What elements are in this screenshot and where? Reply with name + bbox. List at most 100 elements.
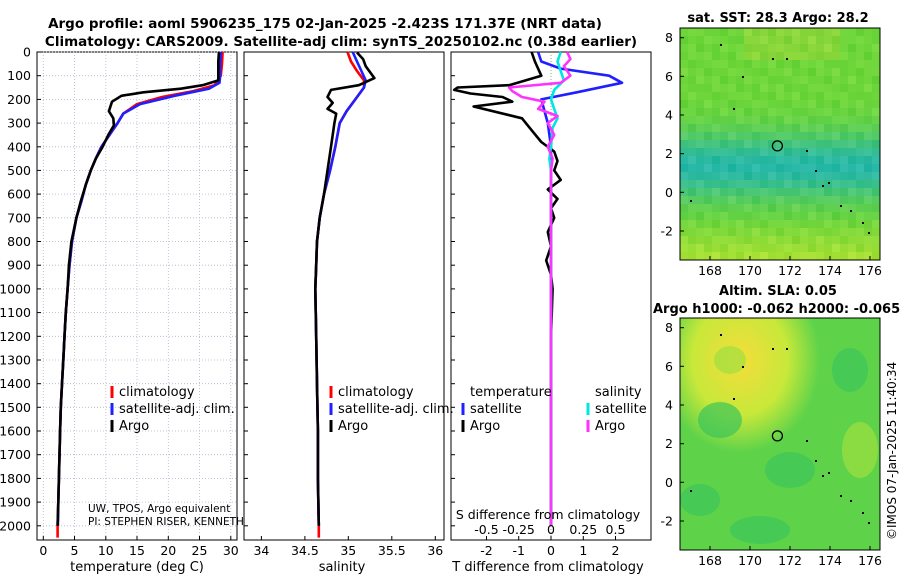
x-tick-label: 0 <box>547 543 555 558</box>
sst-cell <box>696 196 704 204</box>
sst-cell <box>792 252 800 260</box>
sst-cell <box>864 148 872 156</box>
depth-tick-label: 1900 <box>0 495 31 510</box>
sst-cell <box>744 252 752 260</box>
sst-cell <box>800 172 808 180</box>
sst-cell <box>856 140 864 148</box>
sst-cell <box>768 92 776 100</box>
sst-cell <box>712 52 720 60</box>
sst-cell <box>816 236 824 244</box>
sst-cell <box>712 28 720 36</box>
sst-cell <box>840 236 848 244</box>
sst-cell <box>744 172 752 180</box>
sst-cell <box>848 36 856 44</box>
sst-cell <box>824 188 832 196</box>
sst-cell <box>760 172 768 180</box>
sst-cell <box>704 124 712 132</box>
sst-cell <box>736 44 744 52</box>
sst-cell <box>776 100 784 108</box>
sst-cell <box>736 252 744 260</box>
sst-cell <box>736 172 744 180</box>
sst-cell <box>840 164 848 172</box>
sst-cell <box>800 244 808 252</box>
sst-cell <box>688 188 696 196</box>
sst-cell <box>824 236 832 244</box>
sst-cell <box>808 68 816 76</box>
sst-cell <box>832 228 840 236</box>
sst-cell <box>840 220 848 228</box>
sst-cell <box>776 196 784 204</box>
sst-cell <box>792 44 800 52</box>
sst-coastline <box>690 44 870 234</box>
sst-cell <box>688 212 696 220</box>
sst-cell <box>840 108 848 116</box>
sst-cell <box>704 84 712 92</box>
sst-cell <box>712 44 720 52</box>
sst-cell <box>736 164 744 172</box>
sst-cell <box>832 92 840 100</box>
s-diff-tick-label: 0.5 <box>606 522 626 537</box>
sst-cell <box>848 244 856 252</box>
sst-cell <box>712 236 720 244</box>
sst-cell <box>808 36 816 44</box>
sst-cell <box>736 236 744 244</box>
x-tick-label: 1 <box>579 543 587 558</box>
sst-cell <box>832 156 840 164</box>
sst-cell <box>776 84 784 92</box>
sst-cell <box>872 68 880 76</box>
map-y-tick-label: 4 <box>665 108 673 123</box>
sst-cell <box>808 212 816 220</box>
sst-cell <box>744 148 752 156</box>
sst-cell <box>712 132 720 140</box>
sst-cell <box>776 236 784 244</box>
sst-cell <box>792 60 800 68</box>
sst-cell <box>784 116 792 124</box>
sst-cell <box>840 100 848 108</box>
sst-cell <box>784 212 792 220</box>
sst-cell <box>864 108 872 116</box>
sst-cell <box>712 68 720 76</box>
sst-cell <box>720 188 728 196</box>
sla-blobs <box>680 318 880 550</box>
sst-cell <box>800 204 808 212</box>
sst-cell <box>688 252 696 260</box>
sst-cell <box>728 212 736 220</box>
sst-cell <box>856 244 864 252</box>
sst-cell <box>872 52 880 60</box>
sst-cell <box>712 196 720 204</box>
sst-cell <box>776 92 784 100</box>
island-dot <box>822 185 824 187</box>
depth-tick-label: 100 <box>7 68 31 83</box>
sst-cell <box>712 116 720 124</box>
sst-cell <box>864 164 872 172</box>
sst-cell <box>800 132 808 140</box>
sst-cell <box>704 108 712 116</box>
sst-cell <box>792 140 800 148</box>
sst-cell <box>760 44 768 52</box>
depth-tick-label: 1300 <box>0 353 31 368</box>
sst-cell <box>712 76 720 84</box>
sst-cell <box>704 76 712 84</box>
sst-cell <box>848 84 856 92</box>
sst-cell <box>808 92 816 100</box>
sst-cell <box>840 92 848 100</box>
sst-cell <box>824 76 832 84</box>
sst-cell <box>768 140 776 148</box>
map-y-tick-label: 2 <box>665 146 673 161</box>
sst-cell <box>696 148 704 156</box>
legend-t-satellite: satellite <box>470 402 522 417</box>
sst-cell <box>776 244 784 252</box>
t-difference-axis-label: T difference from climatology <box>451 560 644 575</box>
sst-cell <box>816 44 824 52</box>
sst-cell <box>792 36 800 44</box>
sst-cell <box>696 36 704 44</box>
sst-cell <box>792 108 800 116</box>
sst-cell <box>760 52 768 60</box>
sst-cell <box>840 148 848 156</box>
sst-cell <box>728 100 736 108</box>
sst-cell <box>848 172 856 180</box>
sst-cell <box>768 228 776 236</box>
sst-cell <box>824 228 832 236</box>
map-x-tick-label: 172 <box>778 263 802 278</box>
sst-cell <box>744 124 752 132</box>
